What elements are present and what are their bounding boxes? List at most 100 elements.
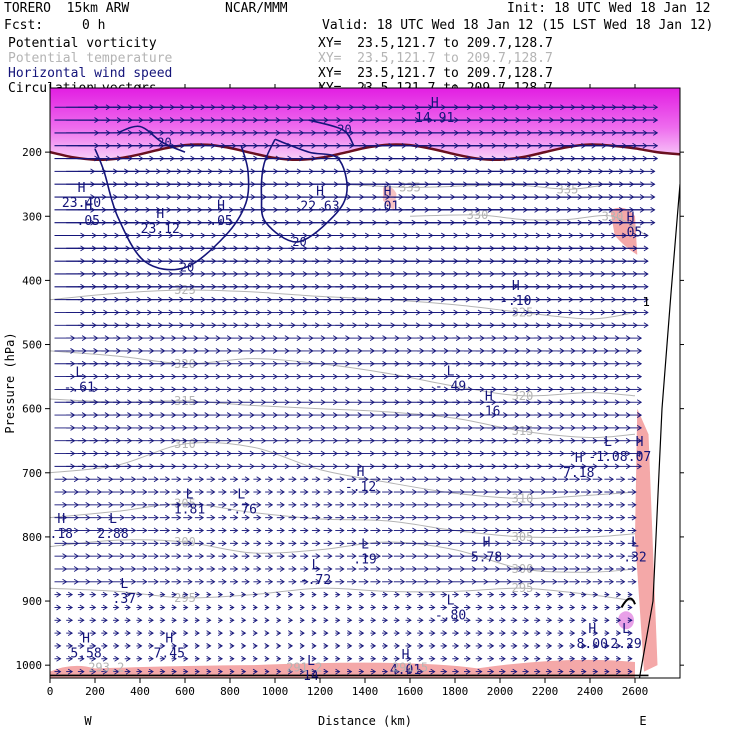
wind-vector-head [244, 540, 250, 547]
wind-vector-head [315, 540, 321, 547]
wind-vector-head [323, 630, 329, 636]
wind-vector-head [264, 630, 270, 636]
wind-vector-head [335, 630, 341, 636]
theta-label-305-0: 305 [174, 497, 196, 511]
wind-vector-head [279, 553, 285, 560]
wind-vector-head [563, 578, 569, 585]
wind-vector-head [586, 514, 592, 521]
wind-vector-head [79, 604, 85, 611]
wind-vector-head [500, 630, 506, 636]
wind-vector-head [620, 566, 626, 572]
wind-vector-head [523, 643, 530, 649]
wind-vector-head [412, 578, 418, 585]
wind-vector-head [229, 655, 235, 662]
wind-vector-head [229, 668, 235, 675]
wind-vector-head [400, 540, 406, 547]
wind-vector-head [279, 489, 285, 495]
wind-vector-head [436, 501, 442, 508]
wind-vector-head [631, 578, 637, 585]
wind-speed-contour-2 [117, 125, 186, 153]
theta-label-330-0: 330 [467, 208, 489, 222]
wind-vector-head [96, 527, 103, 534]
wind-vector-head [563, 553, 569, 560]
wind-vector-head [371, 617, 377, 624]
wind-vector-head [276, 655, 282, 662]
wind-vector-head [597, 514, 603, 521]
wind-vector-head [518, 540, 524, 547]
wind-vector-head [137, 630, 143, 636]
wind-vector-head [198, 553, 205, 560]
wind-vector-head [244, 476, 250, 483]
wind-vector-head [148, 617, 154, 624]
extreme-marker-H-11: H [485, 389, 493, 404]
wind-vector-head [363, 540, 369, 547]
theta-label-330-1: 330 [602, 209, 624, 223]
wind-vector-head [165, 553, 171, 560]
wind-vector-head [171, 617, 177, 624]
wind-vector-head [382, 643, 388, 649]
wind-vector-head [256, 476, 262, 483]
wind-vector-head [608, 566, 615, 572]
wind-vector-head [276, 643, 282, 649]
y-tick-label-600: 600 [22, 403, 42, 416]
wind-vector-head [581, 604, 587, 611]
extreme-marker-H-8: H [512, 279, 520, 294]
wind-vector-head [412, 540, 418, 547]
wind-vector-head [327, 553, 333, 560]
wind-vector-head [593, 591, 599, 598]
wind-vector-head [620, 501, 626, 508]
wind-vector-head [636, 412, 643, 418]
wind-vector-head [108, 578, 114, 585]
wind-vector-head [315, 501, 321, 508]
wind-vector-head [541, 540, 547, 547]
wind-vector-head [125, 630, 131, 636]
wind-vector-head [586, 489, 592, 495]
wind-vector-head [575, 514, 581, 521]
wind-vector-head [547, 643, 553, 649]
wind-vector-head [221, 578, 227, 585]
wind-vector-head [303, 489, 309, 495]
wind-vector-head [323, 655, 329, 662]
extreme-marker-L-25: L [447, 593, 455, 608]
theta-contour-310 [50, 441, 636, 499]
wind-vector-head [477, 643, 483, 649]
wind-vector-head [291, 553, 297, 560]
wind-vector-head [465, 655, 471, 662]
x-tick-label-200: 200 [85, 685, 105, 698]
wind-vector-head [137, 591, 143, 598]
wind-vector-head [453, 655, 460, 662]
extreme-marker-H-2: H [156, 207, 164, 222]
wind-vector-head [131, 553, 137, 560]
wind-vector-head [194, 655, 200, 662]
wind-vector-head [153, 527, 159, 534]
wind-vector-head [636, 335, 643, 341]
wind-vector-head [552, 514, 558, 521]
wind-vector-head [221, 514, 227, 521]
wind-vector-head [221, 489, 227, 495]
wind-vector-head [119, 489, 125, 495]
extreme-marker-L-22: L [631, 536, 639, 551]
wind-vector-head [327, 566, 333, 572]
wind-vector-head [500, 591, 506, 598]
wind-vector-head [187, 476, 193, 483]
wind-vector-head [541, 514, 547, 521]
wind-vector-head [359, 591, 365, 598]
wind-vector-head [79, 630, 85, 636]
wind-vector-head [412, 566, 418, 572]
wind-vector-head [241, 643, 247, 649]
wind-vector-head [268, 514, 274, 521]
wind-vector-head [586, 553, 592, 560]
wind-vector-head [359, 668, 365, 675]
wind-vector-head [119, 566, 125, 572]
wind-vector-head [339, 514, 345, 521]
wind-vector-head [636, 463, 643, 470]
wind-vector-head [523, 591, 530, 598]
wind-vector-head [627, 655, 633, 662]
wind-vector-head [142, 553, 148, 560]
wind-vector-head [523, 630, 530, 636]
wind-vector-head [339, 566, 345, 572]
wind-vector-head [279, 578, 285, 585]
wind-vector-head [131, 578, 137, 585]
wind-vector-head [529, 514, 535, 521]
wind-vector-head [327, 527, 333, 534]
